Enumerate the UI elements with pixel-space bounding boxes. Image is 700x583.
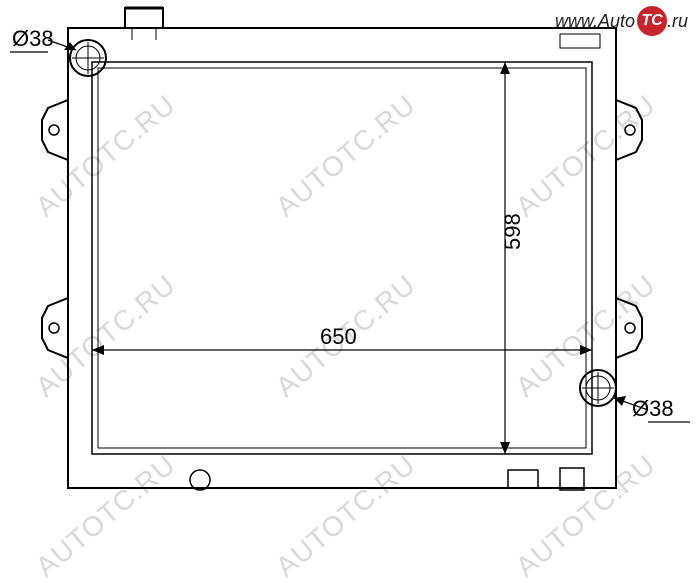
- dim-port-top-label: Ø38: [12, 26, 54, 52]
- dim-height-label: 598: [500, 213, 526, 250]
- logo-prefix: www.Auto: [555, 11, 635, 32]
- diagram-canvas: AUTOTC.RU AUTOTC.RU AUTOTC.RU AUTOTC.RU …: [0, 0, 700, 509]
- site-logo: www.Auto TC .ru: [555, 6, 688, 36]
- dim-width-label: 650: [320, 324, 357, 350]
- dim-port-bottom-label: Ø38: [632, 396, 674, 422]
- logo-suffix: .ru: [667, 11, 688, 32]
- logo-badge: TC: [637, 6, 667, 36]
- radiator-drawing: [0, 0, 700, 509]
